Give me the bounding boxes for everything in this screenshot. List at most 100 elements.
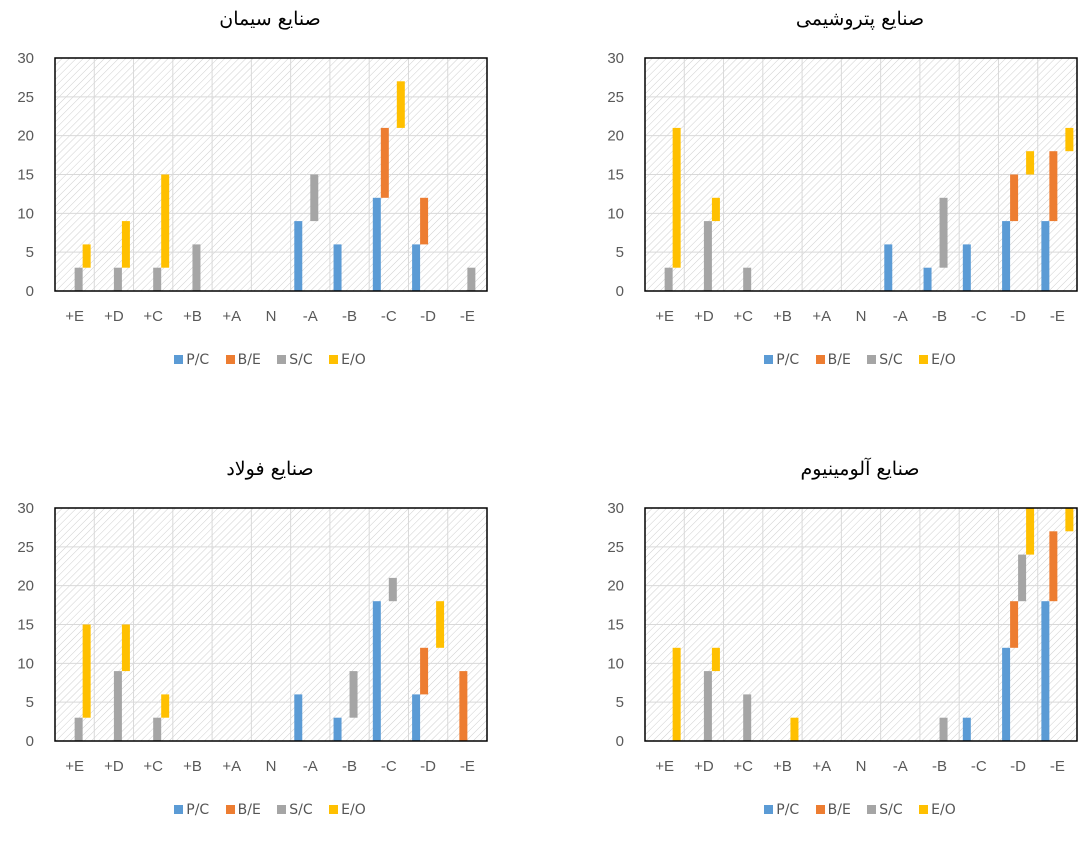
chart-legend: P/C B/E S/C E/O — [640, 352, 1080, 368]
x-tick-label: N — [856, 758, 867, 775]
legend-item-sc: S/C — [867, 352, 903, 368]
legend-label: B/E — [827, 802, 851, 818]
x-tick-label: +A — [812, 758, 831, 775]
x-tick-label: +B — [773, 308, 792, 325]
x-tick-label: +B — [183, 758, 202, 775]
plot-border — [644, 507, 1078, 742]
legend-swatch — [174, 805, 184, 814]
bar-segment — [884, 244, 893, 291]
x-tick-label: +A — [222, 308, 241, 325]
bar-segment — [161, 694, 170, 718]
bar-segment — [711, 647, 720, 672]
bar-segment — [420, 197, 429, 245]
y-tick-label: 10 — [607, 655, 624, 672]
y-tick-label: 5 — [26, 244, 34, 261]
x-tick-label: -D — [1010, 758, 1026, 775]
bar-segment — [1049, 531, 1058, 602]
legend-label: S/C — [879, 802, 903, 818]
x-tick-label: -B — [342, 308, 357, 325]
legend-swatch — [919, 805, 929, 814]
x-tick-label: +B — [183, 308, 202, 325]
x-tick-label: +C — [733, 308, 753, 325]
y-tick-label: 5 — [616, 694, 624, 711]
chart-legend: P/C B/E S/C E/O — [50, 352, 490, 368]
y-tick-label: 25 — [607, 89, 624, 106]
legend-label: S/C — [289, 802, 313, 818]
x-tick-label: +C — [143, 758, 163, 775]
legend-item-be: B/E — [815, 802, 851, 818]
legend-label: E/O — [341, 352, 366, 368]
bar-segment — [436, 601, 445, 648]
y-tick-label: 30 — [607, 500, 624, 517]
x-tick-label: +A — [222, 758, 241, 775]
x-tick-label: -E — [1050, 308, 1065, 325]
bar-segment — [153, 267, 162, 291]
legend-swatch — [277, 805, 287, 814]
chart-aluminum: 0 5 10 15 20 25 30 +E +D +C +B +A N -A -B -C -D -E صنایع … — [590, 450, 1083, 865]
chart-legend: P/C B/E S/C E/O — [640, 802, 1080, 818]
bar-segment — [1065, 127, 1074, 152]
x-tick-label: -A — [893, 308, 908, 325]
legend-label: P/C — [776, 352, 800, 368]
bar-segment — [672, 127, 681, 268]
y-tick-label: 25 — [17, 89, 34, 106]
legend-item-eo: E/O — [919, 802, 956, 818]
legend-label: B/E — [237, 352, 261, 368]
bar-segment — [743, 267, 752, 291]
legend-item-eo: E/O — [329, 352, 366, 368]
x-tick-label: -B — [342, 758, 357, 775]
bar-segment — [1026, 508, 1035, 555]
y-tick-label: 5 — [26, 694, 34, 711]
bar-segment — [1041, 221, 1050, 291]
bar-segment — [703, 671, 712, 741]
x-tick-label: -C — [381, 308, 397, 325]
legend-swatch — [225, 355, 235, 364]
bar-segment — [1049, 151, 1058, 222]
legend-swatch — [764, 805, 774, 814]
chart-title: صنایع آلومینیوم — [800, 458, 920, 480]
chart-title: صنایع پتروشیمی — [795, 8, 925, 30]
legend-swatch — [225, 805, 235, 814]
bar-segment — [1026, 151, 1035, 175]
legend-item-sc: S/C — [277, 802, 313, 818]
y-tick-label: 20 — [607, 578, 624, 595]
y-tick-label: 0 — [616, 733, 624, 750]
bar-segment — [672, 647, 681, 741]
x-tick-label: -C — [971, 758, 987, 775]
y-tick-label: 30 — [17, 500, 34, 517]
legend-item-sc: S/C — [867, 802, 903, 818]
x-tick-label: -D — [420, 758, 436, 775]
bar-segment — [939, 197, 948, 268]
x-tick-label: +E — [655, 758, 674, 775]
legend-item-sc: S/C — [277, 352, 313, 368]
bar-segment — [74, 267, 83, 291]
x-tick-label: +D — [694, 758, 714, 775]
plot-border — [54, 507, 488, 742]
bar-segment — [1041, 601, 1050, 741]
bar-segment — [1002, 647, 1011, 741]
bar-segment — [161, 174, 170, 268]
y-tick-label: 20 — [17, 128, 34, 145]
chart-title: صنایع فولاد — [226, 458, 314, 480]
bar-segment — [711, 197, 720, 222]
x-tick-label: +B — [773, 758, 792, 775]
bar-segment — [121, 221, 130, 268]
chart-steel-plot: 0 5 10 15 20 25 30 +E +D +C +B +A N -A -B -C -D -E — [17, 500, 488, 775]
chart-cement-plot: 0 5 10 15 20 25 30 +E +D +C +B +A N -A -B -C -D -E — [17, 50, 488, 325]
legend-label: E/O — [931, 802, 956, 818]
y-tick-label: 10 — [607, 205, 624, 222]
x-tick-label: -B — [932, 308, 947, 325]
plot-border — [644, 57, 1078, 292]
legend-label: S/C — [879, 352, 903, 368]
legend-item-pc: P/C — [174, 802, 209, 818]
x-tick-label: N — [266, 758, 277, 775]
x-tick-label: +A — [812, 308, 831, 325]
legend-swatch — [919, 355, 929, 364]
x-tick-label: +E — [655, 308, 674, 325]
chart-petrochemical: 0 5 10 15 20 25 30 +E +D +C +B +A N -A -B -C -D -E صنایع … — [590, 0, 1083, 415]
bar-segment — [310, 174, 319, 222]
x-tick-label: -A — [303, 308, 318, 325]
x-tick-label: +C — [143, 308, 163, 325]
y-tick-label: 20 — [607, 128, 624, 145]
x-tick-label: N — [266, 308, 277, 325]
